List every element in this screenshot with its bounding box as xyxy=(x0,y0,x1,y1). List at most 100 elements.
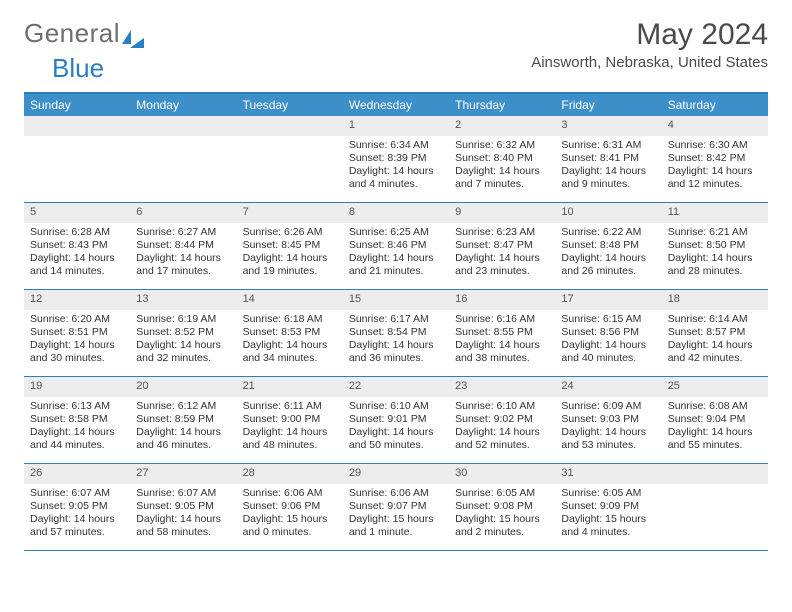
daylight-line: Daylight: 14 hours and 12 minutes. xyxy=(668,165,762,191)
daylight-line: Daylight: 14 hours and 40 minutes. xyxy=(561,339,655,365)
calendar-cell: 28 Sunrise: 6:06 AMSunset: 9:06 PMDayligh… xyxy=(237,464,343,550)
day-number: 10 xyxy=(555,203,661,223)
sunrise-line: Sunrise: 6:31 AM xyxy=(561,139,655,152)
calendar-cell: 16 Sunrise: 6:16 AMSunset: 8:55 PMDayligh… xyxy=(449,290,555,376)
sunset-line: Sunset: 9:08 PM xyxy=(455,500,549,513)
daylight-line: Daylight: 14 hours and 28 minutes. xyxy=(668,252,762,278)
daylight-line: Daylight: 14 hours and 14 minutes. xyxy=(30,252,124,278)
sunset-line: Sunset: 9:02 PM xyxy=(455,413,549,426)
cell-body: Sunrise: 6:11 AMSunset: 9:00 PMDaylight:… xyxy=(237,400,343,457)
sunset-line: Sunset: 9:09 PM xyxy=(561,500,655,513)
calendar-cell xyxy=(24,116,130,202)
sunset-line: Sunset: 9:01 PM xyxy=(349,413,443,426)
sunrise-line: Sunrise: 6:11 AM xyxy=(243,400,337,413)
sunrise-line: Sunrise: 6:14 AM xyxy=(668,313,762,326)
sunrise-line: Sunrise: 6:26 AM xyxy=(243,226,337,239)
day-number: 31 xyxy=(555,464,661,484)
daylight-line: Daylight: 14 hours and 55 minutes. xyxy=(668,426,762,452)
cell-body: Sunrise: 6:16 AMSunset: 8:55 PMDaylight:… xyxy=(449,313,555,370)
sunrise-line: Sunrise: 6:07 AM xyxy=(136,487,230,500)
day-number: 6 xyxy=(130,203,236,223)
cell-body: Sunrise: 6:17 AMSunset: 8:54 PMDaylight:… xyxy=(343,313,449,370)
calendar-cell: 3Sunrise: 6:31 AMSunset: 8:41 PMDaylight… xyxy=(555,116,661,202)
day-header: Thursday xyxy=(449,94,555,116)
cell-body: Sunrise: 6:20 AMSunset: 8:51 PMDaylight:… xyxy=(24,313,130,370)
calendar-cell: 14Sunrise: 6:18 AMSunset: 8:53 PMDayligh… xyxy=(237,290,343,376)
sunrise-line: Sunrise: 6:10 AM xyxy=(455,400,549,413)
calendar-cell: 21Sunrise: 6:11 AMSunset: 9:00 PMDayligh… xyxy=(237,377,343,463)
cell-body: Sunrise: 6:28 AMSunset: 8:43 PMDaylight:… xyxy=(24,226,130,283)
calendar-cell: 29Sunrise: 6:06 AMSunset: 9:07 PMDayligh… xyxy=(343,464,449,550)
day-number xyxy=(130,116,236,136)
daylight-line: Daylight: 14 hours and 36 minutes. xyxy=(349,339,443,365)
calendar-cell: 1Sunrise: 6:34 AMSunset: 8:39 PMDaylight… xyxy=(343,116,449,202)
week-row: 12Sunrise: 6:20 AMSunset: 8:51 PMDayligh… xyxy=(24,290,768,377)
sunset-line: Sunset: 8:52 PM xyxy=(136,326,230,339)
day-number: 4 xyxy=(662,116,768,136)
cell-body: Sunrise: 6:08 AMSunset: 9:04 PMDaylight:… xyxy=(662,400,768,457)
day-number: 16 xyxy=(449,290,555,310)
daylight-line: Daylight: 14 hours and 17 minutes. xyxy=(136,252,230,278)
sunset-line: Sunset: 9:04 PM xyxy=(668,413,762,426)
daylight-line: Daylight: 14 hours and 38 minutes. xyxy=(455,339,549,365)
day-number: 13 xyxy=(130,290,236,310)
calendar-cell: 30Sunrise: 6:05 AMSunset: 9:08 PMDayligh… xyxy=(449,464,555,550)
day-number xyxy=(24,116,130,136)
cell-body: Sunrise: 6:31 AMSunset: 8:41 PMDaylight:… xyxy=(555,139,661,196)
sunset-line: Sunset: 9:06 PM xyxy=(243,500,337,513)
calendar-cell: 19Sunrise: 6:13 AMSunset: 8:58 PMDayligh… xyxy=(24,377,130,463)
daylight-line: Daylight: 14 hours and 4 minutes. xyxy=(349,165,443,191)
cell-body: Sunrise: 6:27 AMSunset: 8:44 PMDaylight:… xyxy=(130,226,236,283)
day-header: Friday xyxy=(555,94,661,116)
daylight-line: Daylight: 14 hours and 19 minutes. xyxy=(243,252,337,278)
sunrise-line: Sunrise: 6:30 AM xyxy=(668,139,762,152)
week-row: 26Sunrise: 6:07 AMSunset: 9:05 PMDayligh… xyxy=(24,464,768,551)
calendar-cell: 18Sunrise: 6:14 AMSunset: 8:57 PMDayligh… xyxy=(662,290,768,376)
daylight-line: Daylight: 14 hours and 58 minutes. xyxy=(136,513,230,539)
calendar-cell: 15Sunrise: 6:17 AMSunset: 8:54 PMDayligh… xyxy=(343,290,449,376)
cell-body: Sunrise: 6:15 AMSunset: 8:56 PMDaylight:… xyxy=(555,313,661,370)
sunrise-line: Sunrise: 6:05 AM xyxy=(561,487,655,500)
cell-body: Sunrise: 6:06 AMSunset: 9:07 PMDaylight:… xyxy=(343,487,449,544)
cell-body: Sunrise: 6:06 AMSunset: 9:06 PMDaylight:… xyxy=(237,487,343,544)
sunset-line: Sunset: 8:50 PM xyxy=(668,239,762,252)
day-number: 28 xyxy=(237,464,343,484)
day-number: 2 xyxy=(449,116,555,136)
sunset-line: Sunset: 8:44 PM xyxy=(136,239,230,252)
calendar-cell: 31Sunrise: 6:05 AMSunset: 9:09 PMDayligh… xyxy=(555,464,661,550)
daylight-line: Daylight: 14 hours and 50 minutes. xyxy=(349,426,443,452)
sunrise-line: Sunrise: 6:12 AM xyxy=(136,400,230,413)
calendar-cell: 6 Sunrise: 6:27 AMSunset: 8:44 PMDaylight… xyxy=(130,203,236,289)
calendar-cell: 10Sunrise: 6:22 AMSunset: 8:48 PMDayligh… xyxy=(555,203,661,289)
day-number: 25 xyxy=(662,377,768,397)
logo-text-general: General xyxy=(24,18,120,49)
sunset-line: Sunset: 8:40 PM xyxy=(455,152,549,165)
sunset-line: Sunset: 8:51 PM xyxy=(30,326,124,339)
sunrise-line: Sunrise: 6:22 AM xyxy=(561,226,655,239)
daylight-line: Daylight: 14 hours and 53 minutes. xyxy=(561,426,655,452)
calendar-cell: 9Sunrise: 6:23 AMSunset: 8:47 PMDaylight… xyxy=(449,203,555,289)
sunrise-line: Sunrise: 6:06 AM xyxy=(243,487,337,500)
sunset-line: Sunset: 8:53 PM xyxy=(243,326,337,339)
sunrise-line: Sunrise: 6:07 AM xyxy=(30,487,124,500)
calendar-cell xyxy=(237,116,343,202)
daylight-line: Daylight: 14 hours and 9 minutes. xyxy=(561,165,655,191)
sunrise-line: Sunrise: 6:20 AM xyxy=(30,313,124,326)
sunrise-line: Sunrise: 6:23 AM xyxy=(455,226,549,239)
day-number: 14 xyxy=(237,290,343,310)
day-header: Wednesday xyxy=(343,94,449,116)
day-header: Sunday xyxy=(24,94,130,116)
day-number: 24 xyxy=(555,377,661,397)
sunset-line: Sunset: 9:00 PM xyxy=(243,413,337,426)
sunset-line: Sunset: 8:57 PM xyxy=(668,326,762,339)
calendar-cell: 13Sunrise: 6:19 AMSunset: 8:52 PMDayligh… xyxy=(130,290,236,376)
sunset-line: Sunset: 8:39 PM xyxy=(349,152,443,165)
cell-body: Sunrise: 6:26 AMSunset: 8:45 PMDaylight:… xyxy=(237,226,343,283)
calendar-cell: 23Sunrise: 6:10 AMSunset: 9:02 PMDayligh… xyxy=(449,377,555,463)
calendar-cell: 5Sunrise: 6:28 AMSunset: 8:43 PMDaylight… xyxy=(24,203,130,289)
sunrise-line: Sunrise: 6:17 AM xyxy=(349,313,443,326)
cell-body: Sunrise: 6:12 AMSunset: 8:59 PMDaylight:… xyxy=(130,400,236,457)
daylight-line: Daylight: 14 hours and 42 minutes. xyxy=(668,339,762,365)
sunrise-line: Sunrise: 6:08 AM xyxy=(668,400,762,413)
sunrise-line: Sunrise: 6:27 AM xyxy=(136,226,230,239)
